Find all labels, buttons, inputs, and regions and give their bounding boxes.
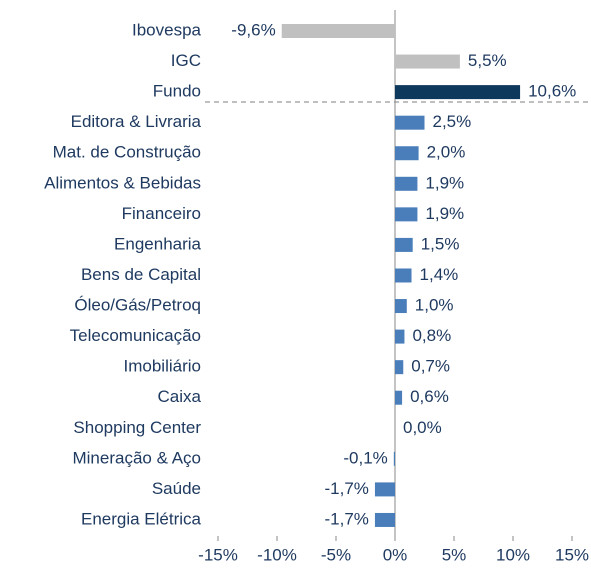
value-label: -1,7% xyxy=(325,509,369,528)
bar xyxy=(395,146,419,161)
x-tick-label: 0% xyxy=(383,545,408,564)
bar xyxy=(374,482,395,497)
x-tick-label: -15% xyxy=(198,545,238,564)
x-tick-label: -5% xyxy=(321,545,351,564)
value-label: -0,1% xyxy=(343,448,387,467)
value-label: 1,5% xyxy=(421,234,460,253)
bar xyxy=(395,207,418,222)
bar xyxy=(395,299,407,314)
category-label: Editora & Livraria xyxy=(71,112,202,131)
category-label: Energia Elétrica xyxy=(81,509,202,528)
bar xyxy=(395,360,404,375)
x-tick-label: -10% xyxy=(257,545,297,564)
value-label: 5,5% xyxy=(468,51,507,70)
category-label: Ibovespa xyxy=(132,20,202,39)
category-label: Saúde xyxy=(152,479,201,498)
bar xyxy=(395,176,418,191)
x-tick-label: 5% xyxy=(442,545,467,564)
value-label: 1,9% xyxy=(425,204,464,223)
value-label: 0,7% xyxy=(411,357,450,376)
category-label: Mineração & Aço xyxy=(72,448,201,467)
value-label: 2,0% xyxy=(427,143,466,162)
value-label: 0,6% xyxy=(410,387,449,406)
category-label: Shopping Center xyxy=(73,418,201,437)
value-label: -1,7% xyxy=(325,479,369,498)
bar xyxy=(395,54,460,69)
category-label: IGC xyxy=(171,51,201,70)
bar xyxy=(395,390,403,405)
category-label: Fundo xyxy=(153,82,201,101)
category-label: Financeiro xyxy=(122,204,201,223)
bar xyxy=(395,237,413,252)
value-label: 2,5% xyxy=(433,112,472,131)
bar xyxy=(393,451,395,466)
category-label: Engenharia xyxy=(114,234,202,253)
category-label: Alimentos & Bebidas xyxy=(44,173,201,192)
x-tick-label: 10% xyxy=(496,545,530,564)
value-label: -9,6% xyxy=(231,20,275,39)
value-label: 1,4% xyxy=(420,265,459,284)
category-label: Óleo/Gás/Petroq xyxy=(74,296,201,315)
bar xyxy=(374,512,395,527)
value-label: 0,0% xyxy=(403,418,442,437)
bar xyxy=(395,329,405,344)
category-label: Imobiliário xyxy=(124,357,201,376)
bar xyxy=(395,85,521,100)
value-label: 1,9% xyxy=(425,173,464,192)
category-label: Mat. de Construção xyxy=(53,143,201,162)
value-label: 10,6% xyxy=(528,82,576,101)
value-label: 0,8% xyxy=(412,326,451,345)
bar xyxy=(395,268,412,283)
bar xyxy=(281,24,395,38)
category-label: Telecomunicação xyxy=(70,326,201,345)
x-tick-label: 15% xyxy=(555,545,589,564)
category-label: Caixa xyxy=(158,387,202,406)
category-label: Bens de Capital xyxy=(81,265,201,284)
bar xyxy=(395,115,425,130)
value-label: 1,0% xyxy=(415,296,454,315)
